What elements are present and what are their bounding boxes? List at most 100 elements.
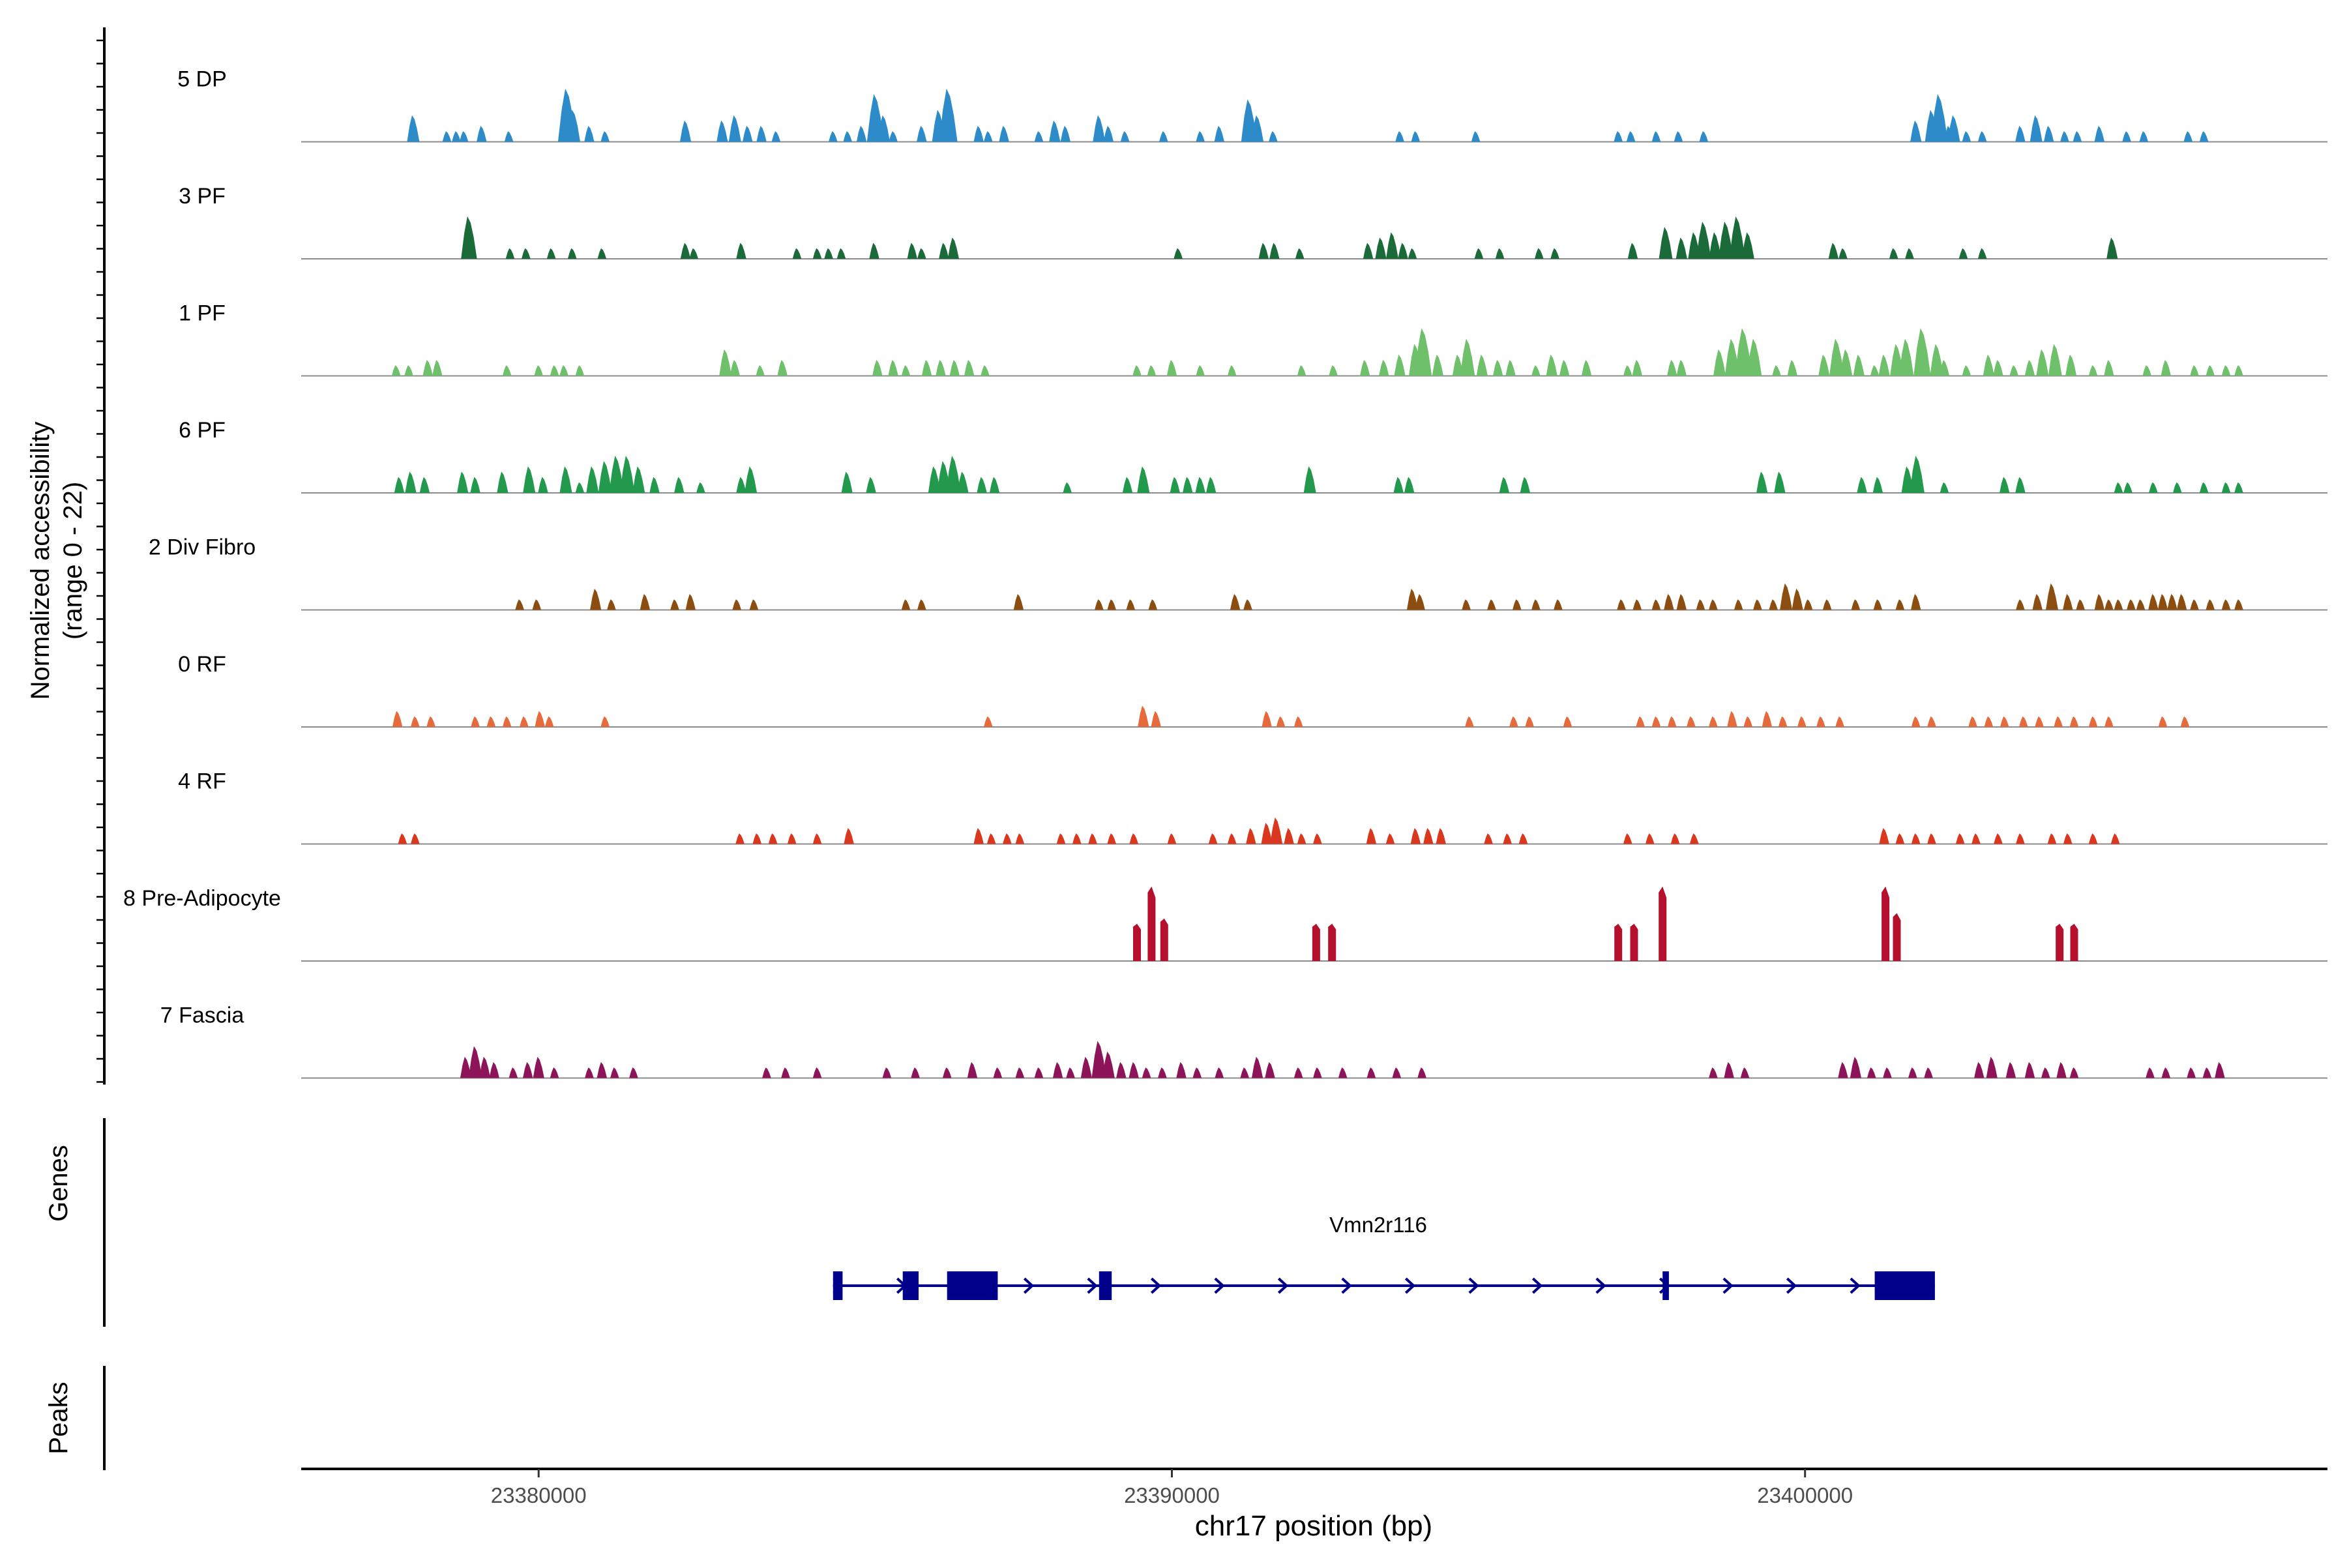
- coverage-peak: [1816, 716, 1825, 727]
- strand-arrow: [1468, 1277, 1479, 1294]
- coverage-peak: [989, 477, 1000, 493]
- coverage-peak: [1167, 833, 1177, 844]
- coverage-peak: [730, 360, 740, 376]
- coverage-peak: [461, 216, 477, 259]
- gene-model: [833, 1271, 1935, 1300]
- coverage-peak: [2148, 594, 2159, 610]
- coverage-peak: [1196, 131, 1205, 142]
- coverage-peak: [917, 126, 927, 142]
- coverage-peak: [1080, 1056, 1092, 1078]
- coverage-peak: [2015, 477, 2026, 493]
- coverage-peak: [1133, 923, 1141, 961]
- coverage-peak: [1375, 237, 1387, 259]
- coverage-peak: [736, 477, 746, 493]
- coverage-peak: [824, 248, 833, 259]
- track-0-rf: 0 RF: [178, 652, 2327, 728]
- y-axis-title-line1: Normalized accessibility: [26, 422, 55, 700]
- coverage-peak: [1873, 599, 1883, 610]
- coverage-peak: [422, 360, 433, 376]
- coverage-peak: [942, 1067, 952, 1078]
- coverage-peak: [2173, 482, 2182, 493]
- strand-arrow: [1595, 1277, 1606, 1294]
- coverage-peak: [398, 833, 407, 844]
- coverage-peak: [1246, 828, 1256, 844]
- coverage-peak: [505, 248, 515, 259]
- coverage-peak: [2122, 131, 2131, 142]
- coverage-peak: [1366, 1067, 1376, 1078]
- coverage-peak: [534, 365, 543, 376]
- coverage-peak: [1627, 243, 1638, 259]
- coverage-peak: [597, 248, 607, 259]
- coverage-peak: [1102, 1051, 1115, 1078]
- coverage-peak: [872, 360, 883, 376]
- genes-track-label: Genes: [44, 1145, 73, 1222]
- coverage-peak: [504, 131, 514, 142]
- coverage-peak: [1015, 833, 1025, 844]
- y-axis-title: Normalized accessibility (range 0 - 22): [26, 422, 87, 700]
- coverage-peak: [1176, 1062, 1187, 1078]
- coverage-peak: [544, 716, 554, 727]
- gene-exon: [1099, 1271, 1112, 1300]
- coverage-peak: [1878, 354, 1890, 376]
- coverage-peak: [1525, 716, 1534, 727]
- coverage-peak: [1778, 716, 1788, 727]
- coverage-peak: [984, 131, 993, 142]
- coverage-peak: [1898, 338, 1914, 376]
- coverage-peak: [1493, 360, 1503, 376]
- coverage-peak: [1360, 360, 1370, 376]
- coverage-peak: [1913, 328, 1931, 376]
- coverage-peak: [2202, 1067, 2212, 1078]
- coverage-peak: [856, 126, 867, 142]
- track-label: 7 Fascia: [160, 1003, 244, 1028]
- coverage-peak: [1462, 599, 1471, 610]
- coverage-peak: [1724, 338, 1740, 376]
- coverage-peak: [812, 248, 822, 259]
- coverage-peak: [1270, 817, 1283, 844]
- coverage-peak: [2104, 599, 2114, 610]
- coverage-peak: [936, 360, 946, 376]
- coverage-peak: [1962, 365, 1971, 376]
- coverage-peak: [1258, 243, 1269, 259]
- coverage-peak: [843, 131, 852, 142]
- coverage-peak: [1509, 716, 1518, 727]
- strand-arrow: [1087, 1277, 1098, 1294]
- coverage-peak: [1546, 354, 1557, 376]
- coverage-peak: [1895, 833, 1905, 844]
- coverage-peak: [2056, 923, 2064, 961]
- coverage-peak: [632, 466, 645, 493]
- coverage-peak: [1398, 243, 1408, 259]
- coverage-peak: [1138, 705, 1149, 727]
- coverage-peak: [559, 466, 572, 493]
- coverage-peak: [973, 126, 984, 142]
- gene-exon: [902, 1271, 919, 1300]
- coverage-peak: [1668, 716, 1677, 727]
- coverage-peak: [1474, 248, 1484, 259]
- coverage-peak: [2176, 594, 2187, 610]
- coverage-peak: [2221, 482, 2231, 493]
- coverage-peak: [649, 477, 660, 493]
- track-label: 0 RF: [178, 652, 226, 677]
- coverage-peak: [502, 716, 512, 727]
- coverage-peak: [901, 599, 911, 610]
- coverage-peak: [1366, 828, 1377, 844]
- coverage-peak: [947, 237, 959, 259]
- coverage-peak: [522, 248, 531, 259]
- coverage-peak: [1465, 716, 1474, 727]
- coverage-peak: [981, 365, 990, 376]
- strand-arrow: [1277, 1277, 1289, 1294]
- coverage-peak: [1727, 711, 1737, 727]
- coverage-peak: [1126, 599, 1136, 610]
- coverage-peak: [986, 833, 996, 844]
- track-4-rf: 4 RF: [178, 769, 2327, 845]
- coverage-peak: [1476, 354, 1488, 376]
- coverage-peak: [2088, 365, 2098, 376]
- coverage-peak: [2044, 126, 2054, 142]
- track-3-pf: 3 PF: [179, 184, 2327, 259]
- strand-arrow: [1404, 1277, 1416, 1294]
- coverage-peak: [1780, 583, 1793, 610]
- coverage-peak: [1503, 833, 1512, 844]
- coverage-peak: [2206, 365, 2215, 376]
- coverage-peak: [479, 1056, 491, 1078]
- coverage-peak: [1392, 1067, 1402, 1078]
- coverage-peak: [1632, 599, 1642, 610]
